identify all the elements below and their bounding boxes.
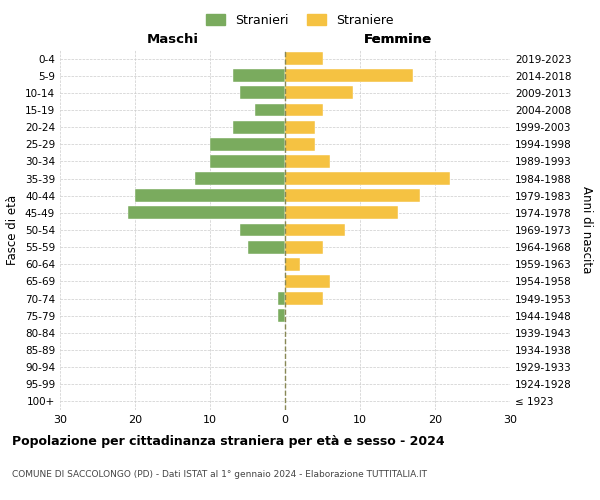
Bar xyxy=(233,120,285,134)
Bar xyxy=(285,224,345,236)
Bar xyxy=(233,70,285,82)
Bar xyxy=(240,86,285,100)
Bar xyxy=(195,172,285,185)
Bar xyxy=(285,240,323,254)
Bar xyxy=(248,240,285,254)
Legend: Stranieri, Straniere: Stranieri, Straniere xyxy=(202,8,398,32)
Bar xyxy=(285,172,450,185)
Text: Maschi: Maschi xyxy=(146,34,199,46)
Bar xyxy=(277,310,285,322)
Bar xyxy=(277,292,285,305)
Bar xyxy=(285,104,323,117)
Bar xyxy=(210,155,285,168)
Y-axis label: Fasce di età: Fasce di età xyxy=(7,195,19,265)
Bar xyxy=(285,120,315,134)
Bar xyxy=(128,206,285,220)
Text: COMUNE DI SACCOLONGO (PD) - Dati ISTAT al 1° gennaio 2024 - Elaborazione TUTTITA: COMUNE DI SACCOLONGO (PD) - Dati ISTAT a… xyxy=(12,470,427,479)
Bar xyxy=(285,275,330,288)
Y-axis label: Anni di nascita: Anni di nascita xyxy=(580,186,593,274)
Bar xyxy=(285,258,300,270)
Bar xyxy=(285,70,413,82)
Text: Popolazione per cittadinanza straniera per età e sesso - 2024: Popolazione per cittadinanza straniera p… xyxy=(12,435,445,448)
Bar xyxy=(255,104,285,117)
Bar xyxy=(285,86,353,100)
Bar xyxy=(135,190,285,202)
Bar xyxy=(285,292,323,305)
Text: Femmine: Femmine xyxy=(364,34,431,46)
Bar xyxy=(285,206,398,220)
Bar xyxy=(240,224,285,236)
Bar xyxy=(285,52,323,65)
Bar xyxy=(210,138,285,150)
Bar xyxy=(285,138,315,150)
Text: Femmine: Femmine xyxy=(364,34,431,46)
Bar xyxy=(285,155,330,168)
Bar xyxy=(285,190,420,202)
